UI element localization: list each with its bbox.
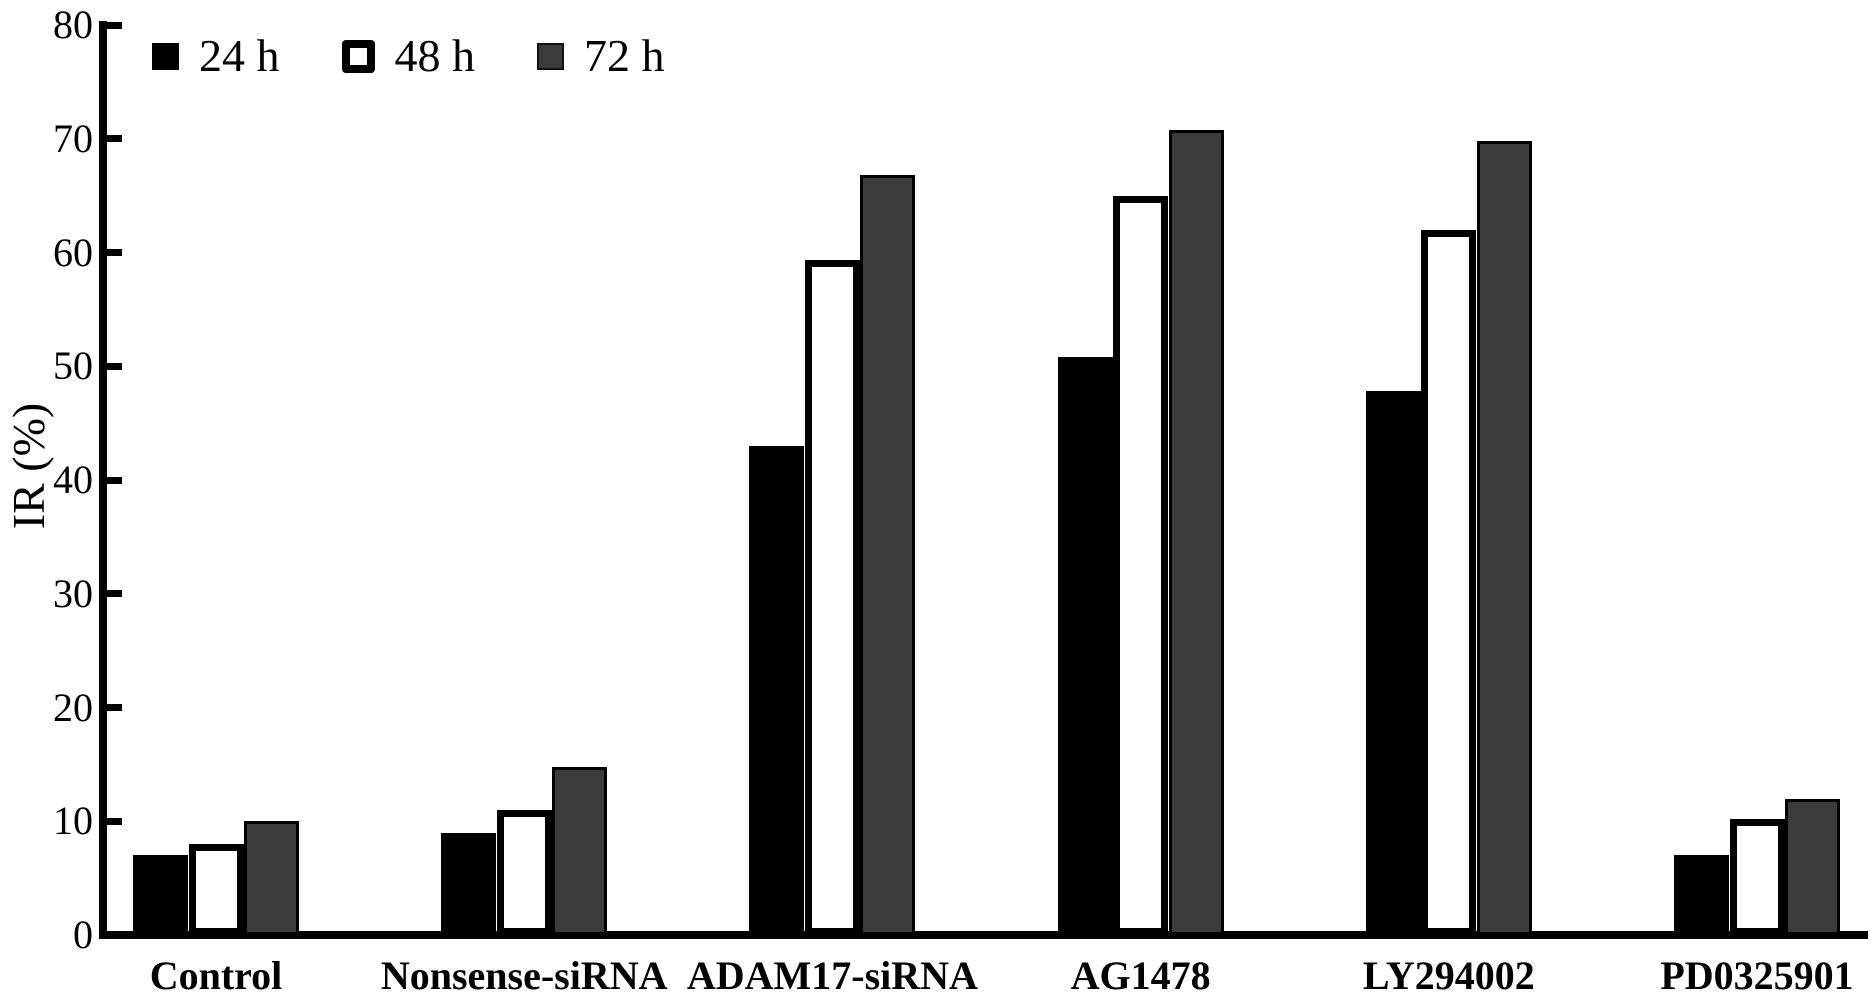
y-tick-label: 80 (53, 2, 93, 47)
legend-swatch-gray-icon (537, 42, 564, 70)
y-tick-mark (107, 21, 122, 29)
bar-Nonsense-siRNA-48h (496, 809, 552, 935)
x-category-label: PD0325901 (1660, 953, 1854, 998)
x-category-label: LY294002 (1362, 953, 1535, 998)
bar-PD0325901-48h (1729, 818, 1785, 935)
x-category-label: AG1478 (1070, 953, 1211, 998)
bar-AG1478-48h (1113, 195, 1169, 935)
bar-LY294002-72h (1476, 141, 1532, 935)
y-tick-mark (107, 817, 122, 825)
y-tick-mark (107, 704, 122, 711)
chart-legend: 24 h 48 h 72 h (152, 28, 727, 84)
legend-label: 24 h (199, 30, 280, 81)
bar-ADAM17-siRNA-72h (860, 175, 916, 935)
bar-Control-72h (244, 821, 299, 935)
x-axis-line (99, 931, 1868, 939)
y-tick-label: 60 (53, 229, 93, 275)
x-category-label: ADAM17-siRNA (686, 953, 978, 998)
y-axis-line (99, 21, 107, 939)
y-tick-label: 20 (53, 684, 93, 730)
y-tick-label: 30 (53, 570, 93, 616)
y-tick-label: 50 (53, 343, 93, 389)
y-tick-mark (107, 590, 122, 598)
bar-PD0325901-24h (1674, 855, 1729, 935)
x-category-label: Control (149, 953, 283, 998)
y-tick-mark (107, 362, 122, 370)
legend-item-24h: 24 h (152, 33, 280, 79)
y-tick-mark (107, 476, 122, 484)
x-category-label: Nonsense-siRNA (380, 953, 668, 998)
y-tick-mark (107, 931, 122, 939)
legend-label: 72 h (584, 30, 665, 81)
legend-label: 48 h (394, 30, 476, 81)
bar-Nonsense-siRNA-72h (552, 766, 608, 935)
y-tick-label: 70 (53, 115, 93, 161)
y-tick-label: 10 (53, 798, 93, 844)
y-tick-mark (107, 135, 122, 143)
bar-ADAM17-siRNA-48h (804, 260, 860, 935)
bar-PD0325901-72h (1785, 798, 1840, 935)
y-tick-label: 0 (73, 912, 93, 957)
bar-LY294002-24h (1365, 391, 1421, 935)
bar-ADAM17-siRNA-24h (749, 445, 805, 935)
y-tick-mark (107, 249, 122, 256)
bar-LY294002-48h (1421, 229, 1477, 935)
bar-Control-48h (188, 844, 244, 935)
bar-AG1478-72h (1168, 129, 1224, 935)
bar-Control-24h (133, 855, 188, 935)
legend-swatch-white-icon (341, 39, 375, 73)
bar-AG1478-24h (1057, 357, 1113, 935)
y-tick-label: 40 (53, 457, 93, 502)
legend-item-72h: 72 h (537, 33, 665, 79)
legend-item-48h: 48 h (341, 30, 476, 81)
legend-swatch-black-icon (152, 42, 179, 70)
bar-Nonsense-siRNA-24h (441, 832, 497, 935)
